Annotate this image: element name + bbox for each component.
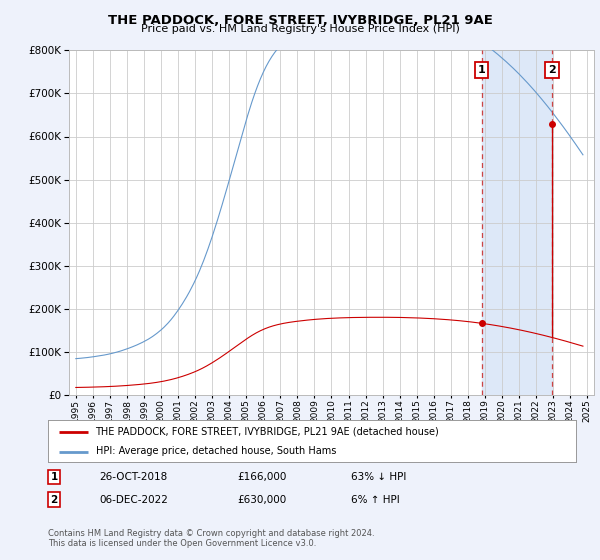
- Text: HPI: Average price, detached house, South Hams: HPI: Average price, detached house, Sout…: [95, 446, 336, 456]
- Text: Price paid vs. HM Land Registry's House Price Index (HPI): Price paid vs. HM Land Registry's House …: [140, 24, 460, 34]
- Text: £166,000: £166,000: [237, 472, 286, 482]
- Text: 2: 2: [50, 494, 58, 505]
- Text: 63% ↓ HPI: 63% ↓ HPI: [351, 472, 406, 482]
- Text: Contains HM Land Registry data © Crown copyright and database right 2024.
This d: Contains HM Land Registry data © Crown c…: [48, 529, 374, 548]
- Text: 06-DEC-2022: 06-DEC-2022: [99, 494, 168, 505]
- Text: 2: 2: [548, 65, 556, 75]
- Text: 1: 1: [50, 472, 58, 482]
- Bar: [482, 50, 552, 395]
- Text: 6% ↑ HPI: 6% ↑ HPI: [351, 494, 400, 505]
- Text: 26-OCT-2018: 26-OCT-2018: [99, 472, 167, 482]
- Text: THE PADDOCK, FORE STREET, IVYBRIDGE, PL21 9AE: THE PADDOCK, FORE STREET, IVYBRIDGE, PL2…: [107, 13, 493, 27]
- Text: THE PADDOCK, FORE STREET, IVYBRIDGE, PL21 9AE (detached house): THE PADDOCK, FORE STREET, IVYBRIDGE, PL2…: [95, 427, 439, 437]
- Text: £630,000: £630,000: [237, 494, 286, 505]
- Text: 1: 1: [478, 65, 486, 75]
